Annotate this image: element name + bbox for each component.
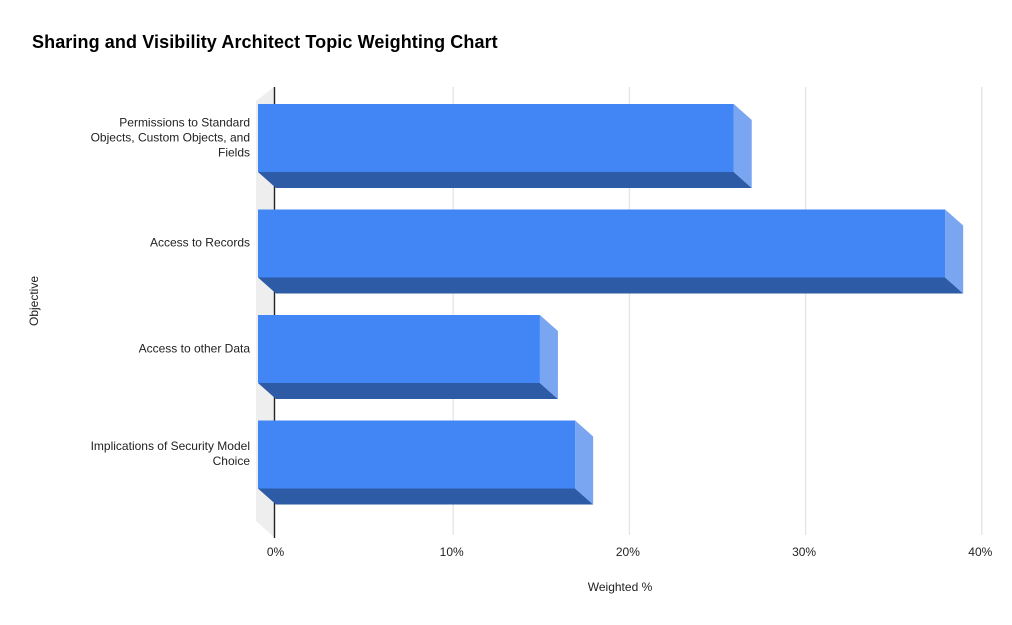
- bar-side-face[interactable]: [539, 315, 558, 399]
- bar-front-face[interactable]: [258, 315, 540, 383]
- bar-front-face[interactable]: [258, 104, 734, 172]
- bar-2[interactable]: [258, 315, 558, 399]
- x-tick-label: 20%: [615, 545, 640, 559]
- y-axis-title: Objective: [27, 275, 41, 327]
- bar-bottom-face[interactable]: [258, 488, 594, 505]
- bar-bottom-face[interactable]: [258, 172, 752, 188]
- bar-front-face[interactable]: [258, 420, 576, 489]
- x-tick-label: 40%: [968, 545, 993, 559]
- bar-1[interactable]: [258, 209, 964, 294]
- bar-side-face[interactable]: [945, 209, 964, 294]
- x-tick-label: 0%: [266, 545, 285, 559]
- category-label-access-other-data: Access to other Data: [138, 341, 250, 356]
- x-axis-title: Weighted %: [587, 580, 653, 594]
- bar-bottom-face[interactable]: [258, 383, 558, 399]
- chart-title: Sharing and Visibility Architect Topic W…: [32, 32, 498, 52]
- category-label-access-records: Access to Records: [149, 235, 250, 250]
- bar-side-face[interactable]: [733, 104, 752, 188]
- x-tick-label: 10%: [439, 545, 464, 559]
- category-label-security-model: Implications of Security Model Choice: [90, 439, 250, 468]
- bar-front-face[interactable]: [258, 209, 946, 278]
- bar-bottom-face[interactable]: [258, 277, 964, 294]
- bar-0[interactable]: [258, 104, 752, 188]
- bar-side-face[interactable]: [575, 420, 594, 505]
- x-tick-label: 30%: [792, 545, 817, 559]
- category-label-permissions: Permissions to Standard Objects, Custom …: [90, 115, 250, 160]
- bar-3[interactable]: [258, 420, 594, 505]
